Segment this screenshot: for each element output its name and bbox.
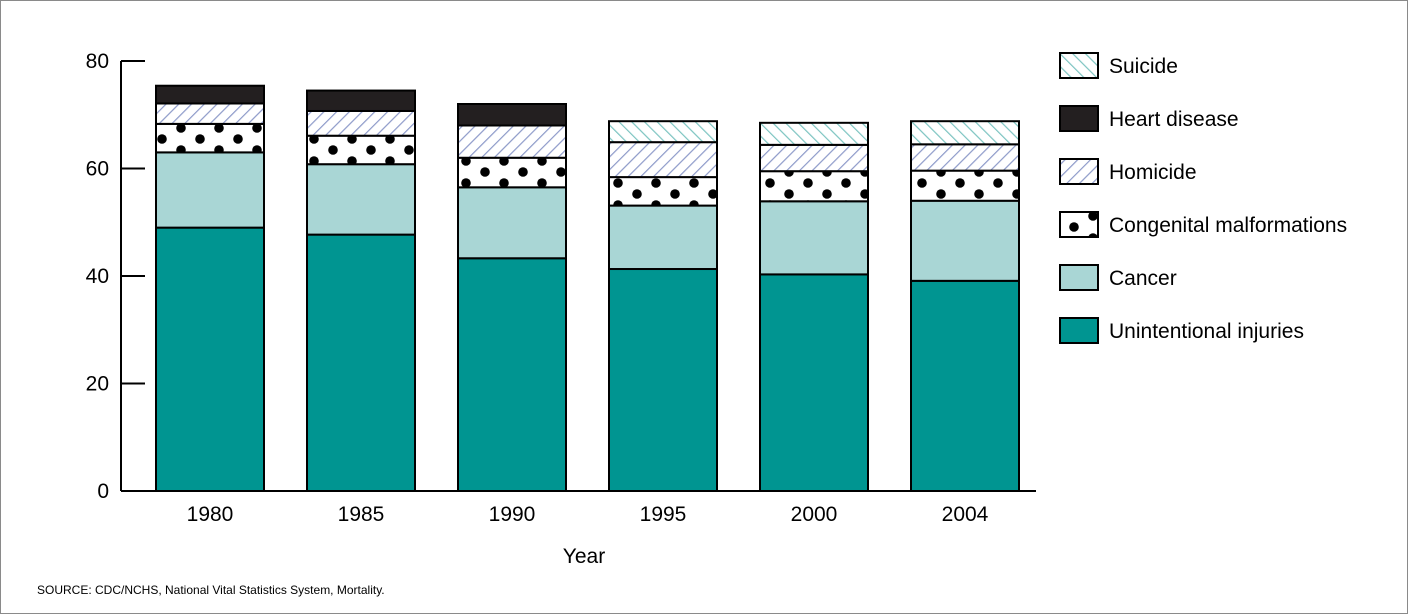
bar-segment-congenital-malformations-1980 bbox=[155, 122, 265, 154]
bar-segment-homicide-1995 bbox=[608, 141, 718, 179]
bar-segment-cancer-1995 bbox=[608, 204, 718, 271]
bar-segment-congenital-malformations-2000 bbox=[759, 170, 869, 203]
bar-segment-congenital-malformations-1990 bbox=[457, 156, 567, 189]
bar-segment-heart-disease-1985 bbox=[306, 89, 416, 112]
legend-label-homicide: Homicide bbox=[1109, 161, 1197, 184]
legend-label-unintentional-injuries: Unintentional injuries bbox=[1109, 320, 1304, 343]
bar-segment-suicide-2000 bbox=[759, 121, 869, 146]
bar-segment-homicide-1980 bbox=[155, 102, 265, 125]
bar-segment-cancer-1990 bbox=[457, 186, 567, 260]
bar-segment-heart-disease-1990 bbox=[457, 103, 567, 127]
legend: Suicide Heart disease Homicide Congenital m… bbox=[1059, 52, 1347, 344]
bar-segment-homicide-1985 bbox=[306, 109, 416, 137]
bar-segment-unintentional-injuries-1980 bbox=[155, 226, 265, 492]
legend-label-suicide: Suicide bbox=[1109, 55, 1178, 78]
bar-segment-cancer-1985 bbox=[306, 163, 416, 236]
bar-segment-cancer-2004 bbox=[910, 199, 1020, 282]
x-tick-label-1985: 1985 bbox=[338, 503, 385, 526]
bar-segment-suicide-1995 bbox=[608, 120, 718, 144]
x-tick-label-1995: 1995 bbox=[640, 503, 687, 526]
legend-label-cancer: Cancer bbox=[1109, 267, 1177, 290]
legend-swatch-homicide bbox=[1059, 158, 1099, 185]
bar-segment-cancer-1980 bbox=[155, 151, 265, 229]
bar-segment-unintentional-injuries-2004 bbox=[910, 279, 1020, 492]
x-tick-label-1990: 1990 bbox=[489, 503, 536, 526]
legend-swatch-suicide bbox=[1059, 52, 1099, 79]
bars-layer: 1980 1985 1990 1995 2000 2004 bbox=[155, 84, 1020, 526]
bar-segment-suicide-2004 bbox=[910, 120, 1020, 146]
bar-segment-unintentional-injuries-1990 bbox=[457, 257, 567, 493]
bar-segment-congenital-malformations-1985 bbox=[306, 134, 416, 166]
source-note: SOURCE: CDC/NCHS, National Vital Statist… bbox=[37, 583, 385, 597]
legend-swatch-heart-disease bbox=[1059, 105, 1099, 132]
bar-segment-homicide-1990 bbox=[457, 124, 567, 159]
legend-swatch-congenital-malformations bbox=[1059, 211, 1099, 238]
bar-segment-unintentional-injuries-2000 bbox=[759, 273, 869, 493]
x-tick-label-2000: 2000 bbox=[791, 503, 838, 526]
y-tick-label-20: 20 bbox=[86, 373, 109, 396]
bar-segment-unintentional-injuries-1995 bbox=[608, 268, 718, 493]
y-tick-label-80: 80 bbox=[86, 50, 109, 73]
y-tick-label-60: 60 bbox=[86, 158, 109, 181]
x-axis-title: Year bbox=[563, 545, 605, 568]
legend-swatch-unintentional-injuries bbox=[1059, 317, 1099, 344]
bar-segment-heart-disease-1980 bbox=[155, 84, 265, 105]
axes-layer: 0 20 40 60 80 Year bbox=[86, 50, 1036, 568]
legend-label-congenital-malformations: Congenital malformations bbox=[1109, 214, 1347, 237]
stacked-bar-chart: 1980 1985 1990 1995 2000 2004 0 20 40 60 80 Year S… bbox=[86, 50, 1347, 568]
y-tick-label-0: 0 bbox=[97, 480, 109, 503]
bar-segment-congenital-malformations-2004 bbox=[910, 169, 1020, 202]
x-tick-label-1980: 1980 bbox=[187, 503, 234, 526]
bar-segment-congenital-malformations-1995 bbox=[608, 176, 718, 207]
bar-segment-homicide-2004 bbox=[910, 143, 1020, 172]
bar-segment-unintentional-injuries-1985 bbox=[306, 233, 416, 493]
x-tick-label-2004: 2004 bbox=[942, 503, 989, 526]
bar-segment-cancer-2000 bbox=[759, 200, 869, 276]
legend-label-heart-disease: Heart disease bbox=[1109, 108, 1239, 131]
bar-segment-homicide-2000 bbox=[759, 143, 869, 173]
y-tick-label-40: 40 bbox=[86, 265, 109, 288]
legend-swatch-cancer bbox=[1059, 264, 1099, 291]
